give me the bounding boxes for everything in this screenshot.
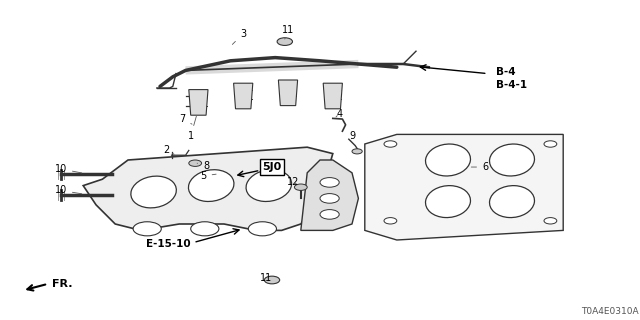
Ellipse shape xyxy=(490,144,534,176)
Text: 4: 4 xyxy=(336,108,342,119)
Text: B-4
B-4-1: B-4 B-4-1 xyxy=(496,67,527,90)
Ellipse shape xyxy=(188,170,234,202)
Text: 5J0: 5J0 xyxy=(262,162,282,172)
Circle shape xyxy=(320,194,339,203)
Circle shape xyxy=(320,210,339,219)
Polygon shape xyxy=(278,80,298,106)
Ellipse shape xyxy=(426,144,470,176)
Circle shape xyxy=(544,218,557,224)
Circle shape xyxy=(384,218,397,224)
Text: 2: 2 xyxy=(163,145,174,156)
Text: 8: 8 xyxy=(197,161,209,171)
Circle shape xyxy=(384,141,397,147)
Text: 9: 9 xyxy=(349,131,355,141)
Ellipse shape xyxy=(131,176,177,208)
Circle shape xyxy=(294,184,307,190)
Text: 12: 12 xyxy=(287,177,300,187)
Circle shape xyxy=(352,149,362,154)
Ellipse shape xyxy=(490,186,534,218)
Polygon shape xyxy=(365,134,563,240)
Text: 7: 7 xyxy=(179,114,192,124)
Text: 1: 1 xyxy=(188,116,196,141)
Text: 11: 11 xyxy=(259,273,272,284)
Circle shape xyxy=(189,160,202,166)
Circle shape xyxy=(264,276,280,284)
Circle shape xyxy=(277,38,292,45)
Circle shape xyxy=(248,222,276,236)
Polygon shape xyxy=(234,83,253,109)
Polygon shape xyxy=(301,160,358,230)
Polygon shape xyxy=(189,90,208,115)
Circle shape xyxy=(320,178,339,187)
Text: 11: 11 xyxy=(282,25,294,39)
Ellipse shape xyxy=(426,186,470,218)
Text: 5: 5 xyxy=(200,171,216,181)
Circle shape xyxy=(133,222,161,236)
Polygon shape xyxy=(323,83,342,109)
Text: 3: 3 xyxy=(232,28,246,44)
Text: T0A4E0310A: T0A4E0310A xyxy=(581,307,639,316)
Circle shape xyxy=(191,222,219,236)
Text: E-15-10: E-15-10 xyxy=(146,239,191,249)
Circle shape xyxy=(544,141,557,147)
Text: 10: 10 xyxy=(54,185,82,196)
Text: 6: 6 xyxy=(471,162,488,172)
Ellipse shape xyxy=(246,170,292,202)
Text: FR.: FR. xyxy=(52,279,73,289)
Polygon shape xyxy=(83,147,333,230)
Text: 10: 10 xyxy=(54,164,82,174)
